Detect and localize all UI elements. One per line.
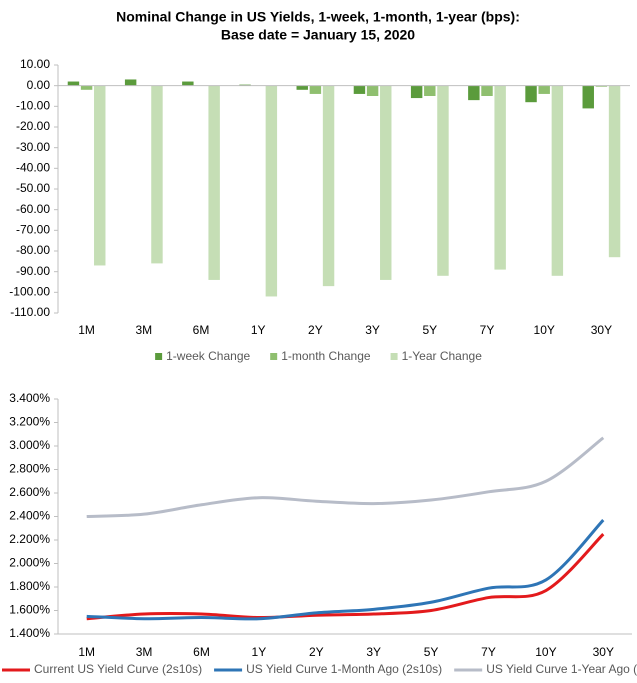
bar	[208, 85, 220, 280]
bar	[582, 85, 594, 109]
x-tick-label: 5Y	[422, 323, 437, 337]
x-tick-label: 30Y	[591, 323, 612, 337]
x-tick-label: 3Y	[366, 645, 381, 659]
y-tick-label: 3.000%	[9, 438, 50, 452]
bar	[608, 85, 621, 258]
legend-label: 1-month Change	[281, 349, 371, 363]
x-tick-label: 2Y	[308, 323, 323, 337]
y-tick-label: -110.00	[10, 305, 50, 319]
x-tick-label: 6M	[193, 645, 210, 659]
y-tick-label: -80.00	[16, 243, 50, 257]
legend-swatch	[155, 353, 163, 360]
x-tick-label: 6M	[193, 323, 210, 337]
x-tick-label: 5Y	[424, 645, 439, 659]
y-tick-label: -70.00	[16, 223, 50, 237]
y-tick-label: -30.00	[16, 140, 50, 154]
x-tick-label: 10Y	[534, 323, 555, 337]
y-tick-label: 2.000%	[9, 556, 50, 570]
x-tick-label: 3M	[135, 323, 152, 337]
line	[86, 518, 605, 621]
bar	[322, 85, 335, 287]
y-tick-label: -50.00	[16, 181, 50, 195]
y-tick-label: 1.600%	[9, 603, 50, 617]
bar	[437, 85, 449, 276]
legend-label: US Yield Curve 1-Month Ago (2s10s)	[246, 662, 442, 676]
chart-subtitle: Base date = January 15, 2020	[221, 27, 415, 43]
y-tick-label: 10.00	[20, 57, 50, 71]
x-tick-label: 1Y	[252, 645, 267, 659]
x-tick-label: 30Y	[593, 645, 614, 659]
y-tick-label: 2.600%	[9, 485, 50, 499]
y-tick-label: 2.200%	[9, 532, 50, 546]
bar	[239, 84, 251, 86]
bar	[494, 85, 506, 270]
y-tick-label: -100.00	[9, 285, 50, 299]
bar	[538, 85, 550, 94]
legend-label: US Yield Curve 1-Year Ago (2s10s)	[486, 662, 637, 676]
bar	[124, 79, 137, 86]
x-tick-label: 2Y	[309, 645, 324, 659]
x-tick-label: 1M	[78, 323, 95, 337]
bar	[151, 85, 163, 264]
bar	[424, 85, 436, 96]
x-tick-label: 7Y	[480, 323, 495, 337]
y-tick-label: 2.800%	[9, 462, 50, 476]
y-tick-label: -90.00	[16, 264, 50, 278]
legend-label: 1-week Change	[166, 349, 250, 363]
bar	[595, 85, 608, 87]
bar	[366, 85, 379, 96]
legend: 1-week Change 1-month Change 1-Year Change	[155, 349, 482, 363]
x-tick-label: 3M	[136, 645, 153, 659]
bar	[468, 85, 480, 101]
bar	[309, 85, 322, 94]
bar	[182, 81, 194, 86]
line	[86, 533, 605, 621]
y-tick-label: 2.400%	[9, 509, 50, 523]
bar	[265, 85, 278, 297]
bar	[525, 85, 537, 103]
legend-label: Current US Yield Curve (2s10s)	[34, 662, 202, 676]
line	[86, 436, 605, 518]
legend: Current US Yield Curve (2s10s) US Yield C…	[2, 662, 637, 676]
y-tick-label: -10.00	[16, 99, 50, 113]
x-tick-label: 3Y	[365, 323, 380, 337]
y-tick-label: -60.00	[16, 202, 50, 216]
y-tick-label: 1.800%	[9, 579, 50, 593]
bar	[353, 85, 366, 94]
bar	[380, 85, 392, 280]
y-tick-label: 3.400%	[9, 391, 50, 405]
legend-swatch	[270, 353, 278, 360]
bar	[481, 85, 493, 96]
legend-label: 1-Year Change	[402, 349, 483, 363]
bar	[67, 81, 80, 86]
chart-title: Nominal Change in US Yields, 1-week, 1-m…	[116, 9, 520, 25]
bar	[94, 85, 106, 266]
legend-swatch	[390, 353, 398, 360]
x-tick-label: 1M	[78, 645, 95, 659]
y-tick-label: 1.400%	[9, 626, 50, 640]
y-tick-label: 3.200%	[9, 415, 50, 429]
x-tick-label: 1Y	[251, 323, 266, 337]
y-tick-label: 0.00	[27, 78, 51, 92]
bar	[410, 85, 423, 99]
bar	[551, 85, 564, 276]
x-tick-label: 10Y	[535, 645, 556, 659]
x-tick-label: 7Y	[481, 645, 496, 659]
y-tick-label: -40.00	[16, 161, 50, 175]
bar	[80, 85, 93, 90]
bar	[296, 85, 308, 90]
y-tick-label: -20.00	[16, 119, 50, 133]
